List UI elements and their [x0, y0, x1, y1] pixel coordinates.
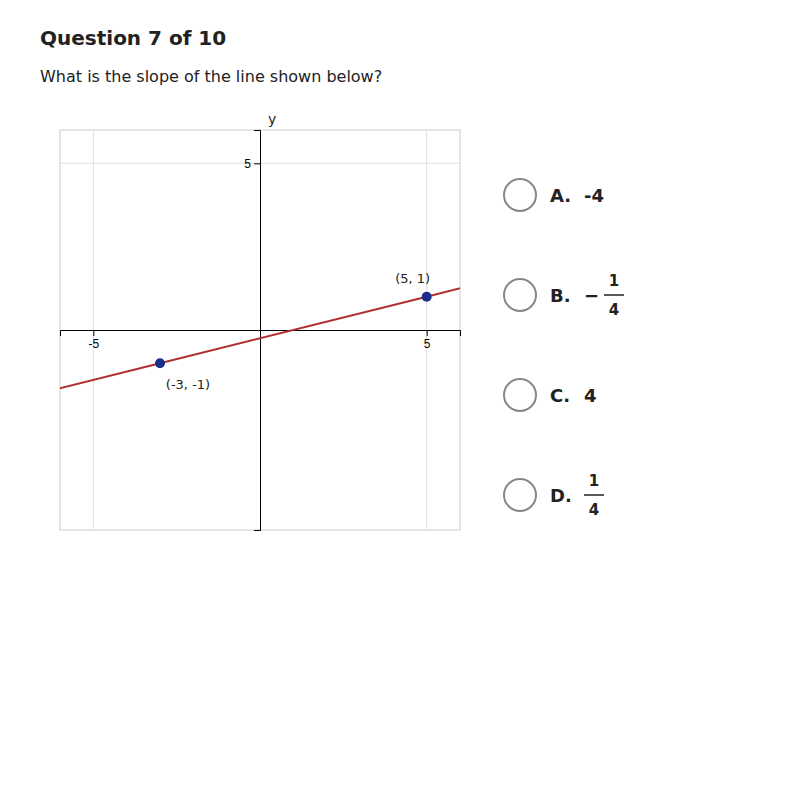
tick: 5: [244, 157, 260, 171]
fraction-numerator: 1: [589, 472, 599, 490]
answer-choice: B.−1 4: [504, 272, 624, 319]
answer-choice: A. -4: [504, 179, 604, 211]
choice-sign: −: [584, 285, 599, 306]
plot-frame: [60, 130, 460, 530]
choice-letter: C.: [550, 385, 570, 406]
choice-letter: D.: [550, 485, 572, 506]
answer-choice: C. 4: [504, 379, 597, 411]
fraction-bar: [604, 294, 624, 296]
choice-letter: B.: [550, 285, 571, 306]
grid: [60, 130, 460, 530]
tick-mark: [254, 163, 260, 164]
radio-button: [504, 179, 536, 211]
chart: Question 7 of 10 What is the slope of the…: [0, 0, 800, 800]
plot-area: [60, 130, 460, 530]
subtitle: What is the slope of the line shown belo…: [40, 67, 382, 86]
tick-label: -5: [88, 337, 99, 351]
fraction-bar: [584, 494, 604, 496]
line: [60, 130, 460, 530]
title: Question 7 of 10: [40, 26, 226, 50]
fraction-denominator: 4: [609, 301, 619, 319]
radio-button: [504, 479, 536, 511]
fraction-numerator: 1: [609, 272, 619, 290]
tick-mark: [427, 330, 428, 336]
axis-label: y: [268, 111, 276, 127]
answer-choice: D. 1 4: [504, 472, 604, 519]
data-label: (-3, -1): [166, 377, 210, 392]
data-label: (5, 1): [395, 271, 430, 286]
axis-line: [254, 131, 261, 531]
tick: -5: [88, 330, 99, 351]
y-axis: 5: [244, 131, 260, 531]
fraction-denominator: 4: [589, 501, 599, 519]
point: [422, 292, 432, 302]
choice-value: -4: [584, 185, 604, 206]
choice-value: 4: [584, 385, 597, 406]
tick-mark: [93, 330, 94, 336]
point: [155, 358, 165, 368]
radio-button: [504, 279, 536, 311]
radio-button: [504, 379, 536, 411]
tick-label: 5: [244, 157, 251, 171]
tick-label: 5: [424, 337, 431, 351]
tick: 5: [424, 330, 431, 351]
choice-letter: A.: [550, 185, 571, 206]
